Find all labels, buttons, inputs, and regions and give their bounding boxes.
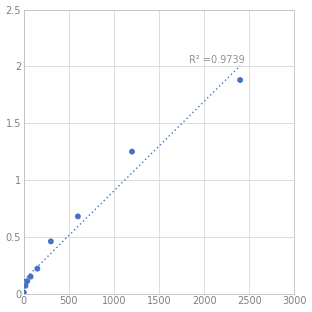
Point — [238, 77, 243, 82]
Point — [23, 283, 28, 288]
Text: R² =0.9739: R² =0.9739 — [189, 55, 245, 65]
Point — [35, 266, 40, 271]
Point — [21, 290, 26, 295]
Point — [48, 239, 53, 244]
Point — [28, 274, 33, 279]
Point — [76, 214, 80, 219]
Point — [129, 149, 134, 154]
Point — [25, 279, 30, 284]
